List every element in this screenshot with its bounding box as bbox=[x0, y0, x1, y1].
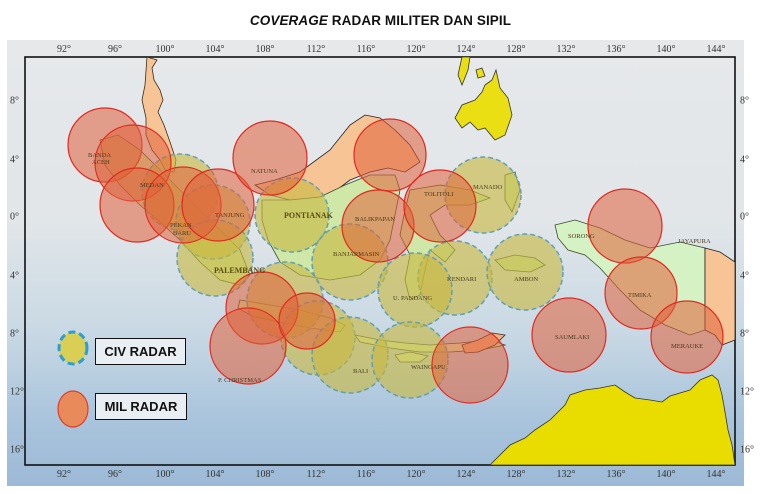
longitude-tick: 132° bbox=[556, 44, 576, 55]
longitude-tick: 132° bbox=[556, 469, 576, 480]
longitude-tick: 96° bbox=[108, 44, 122, 55]
place-label: AMBON bbox=[514, 276, 539, 283]
place-label: PALEMBANG bbox=[214, 266, 265, 275]
longitude-tick: 112° bbox=[306, 44, 326, 55]
longitude-tick: 128° bbox=[506, 44, 526, 55]
longitude-tick: 124° bbox=[456, 44, 476, 55]
latitude-tick: 4° bbox=[10, 270, 19, 282]
latitude-tick: 0° bbox=[740, 211, 749, 223]
longitude-tick: 144° bbox=[706, 44, 726, 55]
latitude-tick: 12° bbox=[10, 386, 24, 398]
title-rest: RADAR MILITER DAN SIPIL bbox=[327, 13, 512, 28]
title-italic: COVERAGE bbox=[249, 13, 328, 28]
latitude-tick: 16° bbox=[740, 444, 754, 456]
longitude-tick: 128° bbox=[506, 469, 526, 480]
longitude-tick: 100° bbox=[155, 44, 175, 55]
longitude-tick: 120° bbox=[406, 44, 426, 55]
place-label: SAUMLAKI bbox=[555, 334, 589, 341]
place-label: MANADO bbox=[473, 184, 503, 191]
civ-radar-coverage bbox=[486, 233, 564, 311]
longitude-tick: 136° bbox=[606, 44, 626, 55]
mil-radar-coverage bbox=[431, 326, 509, 404]
place-label: PEKAN bbox=[170, 222, 192, 229]
longitude-tick: 104° bbox=[205, 44, 225, 55]
longitude-tick: 124° bbox=[456, 469, 476, 480]
place-label: ACEH bbox=[92, 159, 110, 166]
place-label: KENDARI bbox=[447, 276, 476, 283]
place-label: U. PANDANG bbox=[393, 295, 432, 302]
mil-radar-coverage bbox=[353, 118, 427, 192]
latitude-tick: 16° bbox=[10, 444, 24, 456]
longitude-tick: 92° bbox=[57, 469, 71, 480]
longitude-tick: 140° bbox=[656, 44, 676, 55]
place-label: BANJARMASIN bbox=[333, 251, 380, 258]
longitude-tick: 100° bbox=[155, 469, 175, 480]
place-label: NATUNA bbox=[251, 168, 278, 175]
latitude-tick: 8° bbox=[10, 328, 19, 340]
mil-radar-layer bbox=[67, 107, 724, 404]
latitude-tick: 0° bbox=[10, 211, 19, 223]
mil-radar-coverage bbox=[587, 188, 663, 264]
longitude-tick: 116° bbox=[356, 469, 376, 480]
mil-radar-legend-label: MIL RADAR bbox=[95, 393, 187, 420]
mil-radar-coverage bbox=[403, 169, 477, 243]
place-label: WAINGAPU bbox=[411, 364, 446, 371]
place-label: BARU bbox=[173, 230, 191, 237]
longitude-tick: 96° bbox=[108, 469, 122, 480]
longitude-tick: 108° bbox=[255, 469, 275, 480]
latitude-tick: 8° bbox=[740, 95, 749, 107]
longitude-tick: 136° bbox=[606, 469, 626, 480]
landmass-australia bbox=[489, 374, 735, 465]
mil-radar-coverage bbox=[650, 300, 724, 374]
place-label: PONTIANAK bbox=[284, 211, 334, 220]
civ-radar-coverage bbox=[254, 177, 330, 253]
place-label: TIMIKA bbox=[628, 292, 652, 299]
map-title: COVERAGE RADAR MILITER DAN SIPIL bbox=[0, 13, 761, 28]
mil-radar-coverage bbox=[531, 297, 607, 373]
civ-radar-legend-icon bbox=[57, 330, 89, 366]
place-label: BANDA bbox=[88, 152, 111, 159]
longitude-tick: 92° bbox=[57, 44, 71, 55]
latitude-tick: 4° bbox=[740, 270, 749, 282]
longitude-tick: 104° bbox=[205, 469, 225, 480]
landmass-philippines bbox=[454, 57, 513, 141]
latitude-tick: 8° bbox=[740, 328, 749, 340]
place-label: SORONG bbox=[568, 233, 595, 240]
place-label: TANJUNG bbox=[215, 212, 245, 219]
mil-radar-coverage bbox=[604, 256, 678, 330]
mil-radar-coverage bbox=[232, 120, 308, 196]
place-label: BALI bbox=[353, 368, 368, 375]
longitude-tick: 116° bbox=[356, 44, 376, 55]
mil-radar-coverage bbox=[181, 168, 255, 242]
civ-radar-coverage bbox=[377, 252, 453, 328]
place-label: TOLITOLI bbox=[424, 191, 453, 198]
mil-radar-coverage bbox=[278, 292, 336, 350]
place-label: BALIKPAPAN bbox=[355, 216, 395, 223]
mil-radar-legend-icon bbox=[57, 390, 89, 428]
place-label: JAYAPURA bbox=[678, 238, 711, 245]
longitude-tick: 140° bbox=[656, 469, 676, 480]
mil-radar-coverage bbox=[209, 307, 287, 385]
longitude-tick: 120° bbox=[406, 469, 426, 480]
latitude-tick: 4° bbox=[10, 154, 19, 166]
civ-radar-legend-label: CIV RADAR bbox=[95, 338, 186, 365]
longitude-tick: 144° bbox=[706, 469, 726, 480]
longitude-tick: 108° bbox=[255, 44, 275, 55]
longitude-tick: 112° bbox=[306, 469, 326, 480]
place-label: MEDAN bbox=[140, 182, 164, 189]
latitude-tick: 4° bbox=[740, 154, 749, 166]
latitude-tick: 12° bbox=[740, 386, 754, 398]
latitude-tick: 8° bbox=[10, 95, 19, 107]
place-label: MERAUKE bbox=[671, 343, 703, 350]
place-label: P. CHRISTMAS bbox=[218, 377, 262, 384]
